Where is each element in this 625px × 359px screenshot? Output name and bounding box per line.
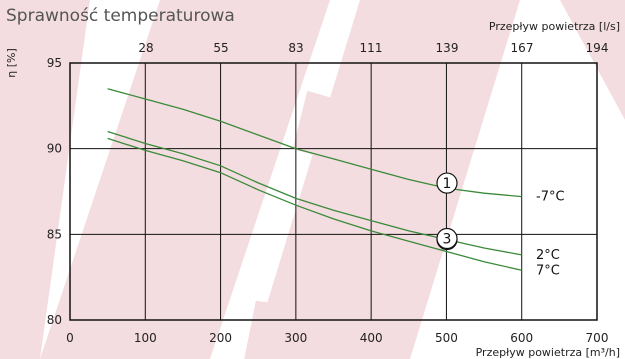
series-marker-circle [436, 172, 458, 194]
series-line [107, 137, 522, 271]
y-tick-label: 80 [47, 313, 62, 327]
y-tick-label: 90 [47, 142, 62, 156]
x-tick-label: 400 [360, 331, 383, 345]
top-tick-label: 194 [586, 41, 609, 55]
y-axis-label: η [%] [5, 48, 18, 78]
plot-frame [69, 62, 598, 321]
chart-labels: Sprawność temperaturowa Przepływ powietrz… [5, 6, 620, 359]
x-tick-label: 600 [510, 331, 533, 345]
top-tick-label: 139 [436, 41, 459, 55]
series-temperature-label: -7°C [536, 190, 565, 205]
x-tick-label: 200 [209, 331, 232, 345]
watermark-stroke [0, 0, 90, 359]
series-marker-circle [436, 227, 458, 250]
series-number-label: 1 [443, 176, 452, 192]
top-tick-label: 83 [288, 41, 303, 55]
x-tick-label: 300 [284, 331, 307, 345]
top-tick-label: 167 [511, 41, 534, 55]
top-axis-label: Przepływ powietrza [l/s] [489, 20, 620, 33]
watermark-stroke [244, 90, 435, 359]
x-tick-label: 700 [586, 331, 609, 345]
top-tick-label: 111 [360, 41, 383, 55]
chart-title: Sprawność temperaturowa [6, 6, 235, 26]
y-tick-label: 85 [47, 227, 62, 241]
top-tick-label: 55 [213, 41, 228, 55]
y-tick-label: 95 [47, 56, 62, 70]
series-number-label: 3 [443, 231, 452, 247]
x-tick-label: 500 [435, 331, 458, 345]
watermark-stroke [40, 0, 330, 359]
watermark-stroke [560, 0, 625, 120]
x-tick-label: 0 [66, 331, 74, 345]
series-temperature-label: 7°C [536, 263, 560, 278]
top-tick-label: 28 [138, 41, 153, 55]
x-tick-label: 100 [134, 331, 157, 345]
series-temperature-label: 2°C [536, 248, 560, 263]
x-axis-label: Przepływ powietrza [m³/h] [476, 346, 620, 359]
